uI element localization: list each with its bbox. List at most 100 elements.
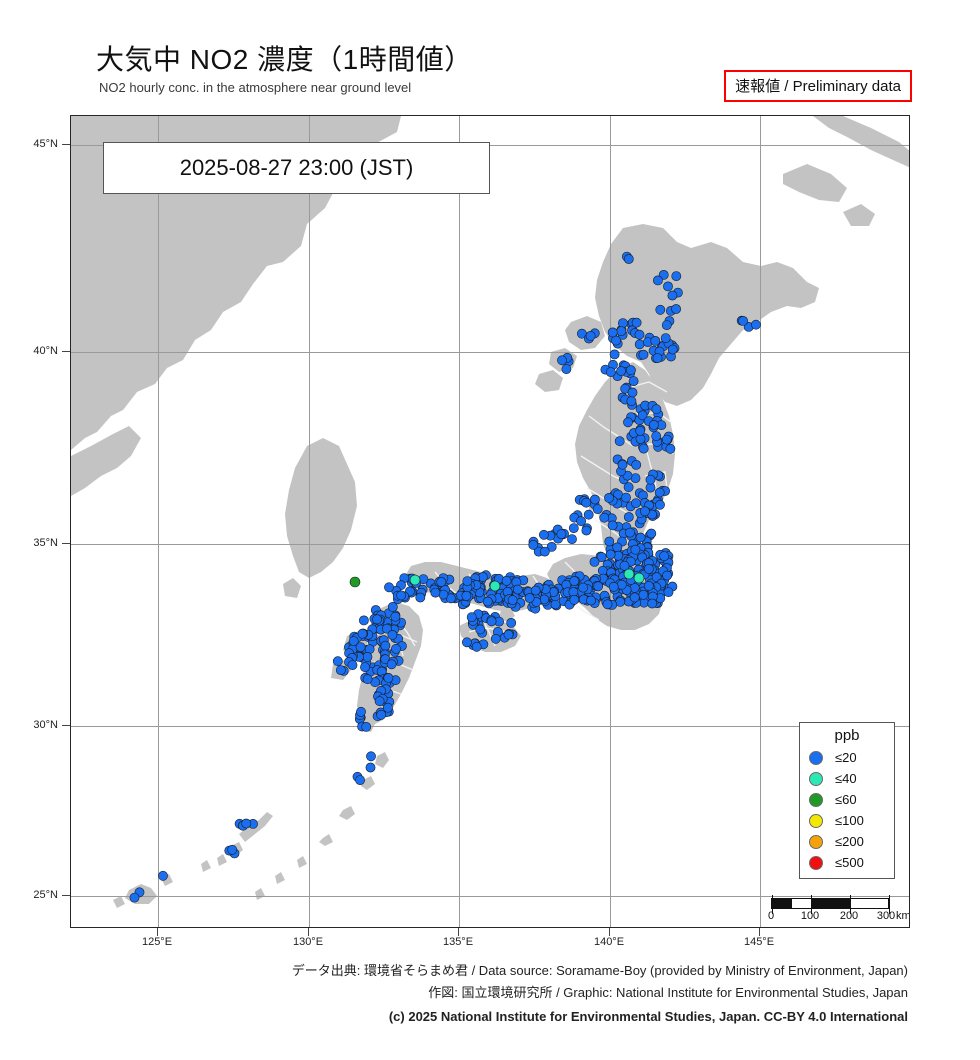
- station-marker[interactable]: [365, 762, 376, 773]
- station-marker[interactable]: [567, 534, 577, 544]
- station-marker[interactable]: [738, 315, 748, 326]
- station-marker[interactable]: [471, 641, 482, 652]
- station-marker[interactable]: [538, 529, 549, 540]
- station-marker[interactable]: [671, 304, 681, 314]
- station-marker[interactable]: [611, 335, 621, 346]
- station-marker[interactable]: [628, 376, 639, 386]
- station-marker[interactable]: [616, 326, 627, 336]
- station-marker[interactable]: [482, 596, 493, 607]
- station-marker[interactable]: [608, 581, 619, 592]
- station-marker[interactable]: [649, 419, 659, 430]
- station-marker[interactable]: [390, 611, 401, 622]
- station-marker[interactable]: [578, 582, 588, 593]
- station-marker[interactable]: [602, 599, 613, 610]
- station-marker[interactable]: [665, 443, 676, 454]
- legend-item[interactable]: ≤200: [800, 831, 894, 852]
- station-marker[interactable]: [607, 327, 618, 338]
- station-marker[interactable]: [129, 892, 140, 903]
- station-marker[interactable]: [607, 520, 618, 531]
- station-marker[interactable]: [581, 525, 592, 536]
- station-marker[interactable]: [530, 585, 541, 596]
- legend-item[interactable]: ≤60: [800, 789, 894, 810]
- station-marker[interactable]: [667, 290, 678, 301]
- station-marker[interactable]: [630, 544, 641, 555]
- station-marker[interactable]: [623, 417, 633, 428]
- station-marker[interactable]: [376, 709, 387, 720]
- station-marker[interactable]: [391, 643, 401, 654]
- station-marker[interactable]: [589, 556, 600, 567]
- station-marker[interactable]: [539, 546, 550, 557]
- station-marker[interactable]: [621, 492, 631, 503]
- station-marker[interactable]: [638, 349, 649, 360]
- station-marker[interactable]: [436, 577, 447, 587]
- station-marker[interactable]: [655, 304, 666, 315]
- map-plot-area[interactable]: 2025-08-27 23:00 (JST) ppb ≤20 ≤40 ≤60 ≤…: [70, 115, 910, 928]
- station-marker[interactable]: [604, 536, 615, 547]
- station-marker[interactable]: [383, 673, 394, 683]
- station-marker[interactable]: [387, 601, 398, 612]
- station-marker[interactable]: [623, 512, 634, 522]
- station-marker[interactable]: [382, 702, 393, 713]
- station-marker[interactable]: [561, 364, 572, 374]
- station-marker[interactable]: [655, 499, 665, 510]
- station-marker[interactable]: [415, 592, 426, 603]
- station-marker[interactable]: [634, 339, 645, 350]
- station-marker[interactable]: [557, 355, 567, 366]
- station-marker[interactable]: [618, 318, 628, 328]
- station-marker[interactable]: [507, 595, 518, 605]
- station-marker[interactable]: [635, 425, 646, 436]
- station-marker[interactable]: [643, 580, 654, 591]
- station-marker[interactable]: [651, 404, 662, 415]
- station-marker[interactable]: [623, 482, 634, 493]
- station-marker[interactable]: [489, 580, 501, 592]
- station-marker[interactable]: [650, 335, 661, 346]
- station-marker[interactable]: [396, 590, 406, 601]
- station-marker[interactable]: [349, 576, 361, 588]
- station-marker[interactable]: [381, 623, 392, 634]
- station-marker[interactable]: [374, 696, 385, 707]
- station-marker[interactable]: [366, 751, 376, 762]
- station-marker[interactable]: [528, 539, 539, 550]
- station-marker[interactable]: [661, 320, 672, 330]
- station-marker[interactable]: [647, 598, 658, 609]
- station-marker[interactable]: [614, 436, 625, 447]
- station-marker[interactable]: [556, 529, 567, 539]
- station-marker[interactable]: [634, 329, 645, 340]
- station-marker[interactable]: [604, 492, 614, 503]
- station-marker[interactable]: [461, 590, 472, 601]
- station-marker[interactable]: [503, 629, 514, 640]
- station-marker[interactable]: [651, 431, 662, 441]
- station-marker[interactable]: [386, 659, 397, 670]
- station-marker[interactable]: [663, 587, 674, 597]
- station-marker[interactable]: [241, 818, 252, 829]
- station-marker[interactable]: [654, 487, 665, 498]
- station-marker[interactable]: [605, 549, 616, 560]
- station-marker[interactable]: [631, 498, 641, 508]
- station-marker[interactable]: [583, 509, 594, 520]
- station-marker[interactable]: [358, 615, 369, 626]
- station-marker[interactable]: [568, 523, 579, 533]
- station-marker[interactable]: [652, 353, 663, 363]
- station-marker[interactable]: [646, 528, 657, 539]
- station-marker[interactable]: [616, 579, 627, 590]
- station-marker[interactable]: [486, 616, 497, 627]
- station-marker[interactable]: [409, 574, 421, 586]
- station-marker[interactable]: [524, 593, 535, 603]
- station-marker[interactable]: [633, 572, 645, 584]
- station-marker[interactable]: [380, 640, 391, 651]
- station-marker[interactable]: [227, 844, 238, 855]
- station-marker[interactable]: [619, 560, 630, 571]
- station-marker[interactable]: [356, 706, 366, 717]
- station-marker[interactable]: [640, 506, 650, 517]
- station-marker[interactable]: [347, 660, 358, 670]
- station-marker[interactable]: [361, 722, 372, 732]
- station-marker[interactable]: [585, 330, 596, 341]
- station-marker[interactable]: [623, 254, 634, 264]
- station-marker[interactable]: [637, 410, 648, 421]
- station-marker[interactable]: [616, 366, 626, 376]
- station-marker[interactable]: [627, 387, 638, 398]
- station-marker[interactable]: [635, 434, 646, 444]
- station-marker[interactable]: [644, 563, 654, 574]
- station-marker[interactable]: [631, 459, 642, 470]
- station-marker[interactable]: [158, 870, 168, 881]
